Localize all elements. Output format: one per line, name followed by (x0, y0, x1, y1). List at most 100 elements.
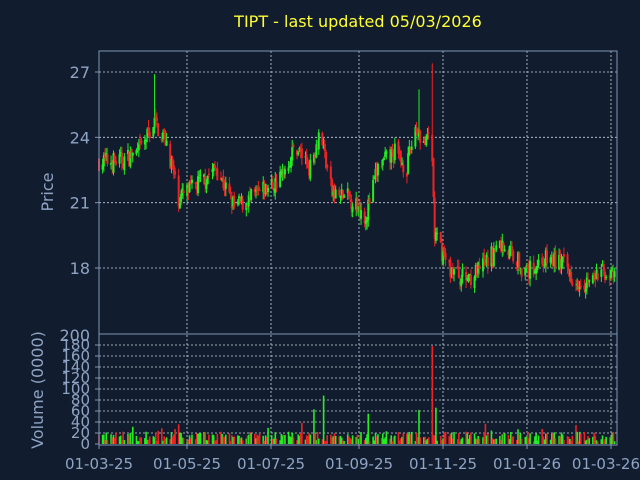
price-candle-body (465, 271, 468, 281)
price-candle-body (282, 168, 285, 178)
volume-bar (281, 435, 284, 444)
price-candle-body (474, 265, 477, 277)
price-candle-body (325, 152, 328, 168)
volume-bar (199, 433, 202, 444)
volume-bar (449, 433, 452, 444)
price-candle-body (247, 195, 250, 207)
price-candle-body (165, 140, 168, 146)
price-candle-body (267, 187, 270, 193)
volume-tick-label: 0 (80, 435, 90, 453)
volume-bar (350, 439, 353, 444)
volume-bar (179, 432, 181, 444)
volume-bar (180, 432, 182, 444)
price-candle-body (296, 150, 299, 156)
price-candle-body (475, 266, 478, 277)
volume-bar (433, 435, 436, 444)
volume-bar (415, 432, 418, 444)
volume-bar (431, 346, 434, 444)
volume-bar (229, 440, 232, 444)
price-candle-body (104, 155, 107, 158)
volume-tick-label: 160 (61, 347, 90, 365)
price-candle-body (189, 181, 192, 184)
price-candle-body (148, 131, 151, 139)
volume-bar (132, 426, 134, 444)
price-candle-body (105, 152, 108, 157)
price-candle-body (347, 191, 350, 196)
price-candle-body (250, 189, 253, 201)
volume-bar (536, 440, 539, 444)
volume-bar (569, 438, 571, 444)
volume-bar (324, 440, 326, 444)
price-candle-body (181, 188, 184, 196)
price-candle-body (498, 240, 501, 249)
price-candle-body (340, 189, 343, 195)
price-candle-body (503, 249, 506, 252)
volume-bar (165, 437, 168, 444)
price-candle-body (526, 263, 529, 269)
price-candle-body (198, 177, 201, 179)
price-candle-body (326, 164, 329, 168)
volume-bar (554, 438, 557, 444)
price-candle-body (111, 164, 114, 170)
volume-bar (441, 439, 443, 444)
price-tick-label: 27 (70, 63, 90, 82)
volume-bar (490, 430, 493, 444)
volume-bar (435, 407, 437, 444)
price-candle-body (216, 168, 219, 181)
volume-bar (611, 433, 614, 444)
price-candle-body (444, 252, 447, 260)
volume-bar (121, 440, 123, 444)
volume-bar (360, 432, 362, 444)
price-candle-body (143, 139, 146, 145)
volume-bar (339, 435, 342, 444)
price-candle-body (279, 171, 282, 188)
price-candle-body (380, 166, 383, 168)
price-candle-body (357, 206, 360, 210)
volume-tick-label: 40 (71, 413, 90, 431)
price-candle-body (207, 173, 210, 175)
price-candle-body (219, 177, 222, 181)
price-candle-body (351, 206, 354, 213)
price-candle-body (584, 289, 587, 292)
volume-bar (164, 438, 167, 444)
volume-bar (551, 433, 553, 444)
price-axis-label: Price (38, 172, 57, 211)
volume-bar (365, 437, 367, 444)
volume-bar (258, 433, 261, 444)
price-candle-body (568, 272, 571, 275)
volume-bar (460, 439, 463, 444)
volume-bar (138, 441, 140, 444)
volume-bar (470, 432, 472, 444)
price-candle-body (466, 278, 469, 280)
price-candle-body (384, 151, 387, 158)
price-candle-body (367, 199, 370, 221)
volume-bar (228, 433, 231, 444)
price-tick-label: 24 (70, 128, 90, 147)
volume-bar (501, 434, 504, 444)
price-candle-body (579, 285, 582, 288)
volume-bar (101, 434, 104, 444)
price-candle-body (304, 156, 307, 158)
price-candle-body (215, 169, 218, 171)
volume-bar (105, 432, 108, 444)
price-candle-body (425, 136, 428, 146)
volume-bar (374, 433, 377, 444)
volume-bar (313, 409, 315, 444)
price-candle-body (450, 268, 453, 275)
volume-bar (453, 432, 455, 444)
price-candle-body (603, 271, 606, 280)
volume-bar (495, 438, 498, 444)
volume-bars (98, 346, 616, 444)
price-candle-body (194, 182, 197, 185)
volume-bar (148, 436, 151, 444)
volume-bar (282, 434, 285, 444)
price-candle-body (482, 258, 484, 272)
price-candle-body (341, 190, 344, 200)
volume-bar (544, 433, 547, 444)
volume-bar (249, 431, 251, 444)
price-candle-body (596, 273, 599, 280)
volume-bar (275, 438, 278, 444)
price-candle-body (559, 255, 562, 268)
price-candle-body (416, 129, 419, 136)
price-candle-body (419, 130, 422, 143)
